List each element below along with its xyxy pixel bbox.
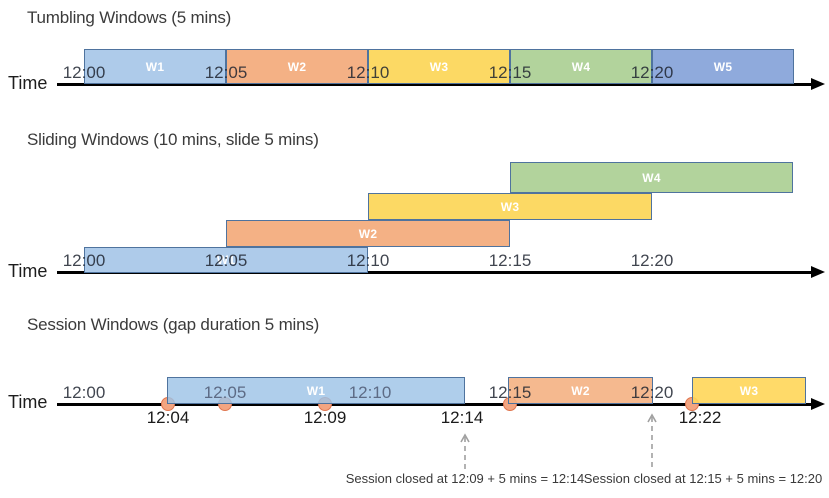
sliding-tick: 12:05 — [204, 251, 248, 270]
tumbling-title: Tumbling Windows (5 mins) — [27, 8, 232, 27]
window-label: W2 — [571, 383, 590, 398]
event-time-label: 12:14 — [440, 408, 484, 427]
session-time-axis-label: Time — [8, 392, 48, 412]
sliding-axis-arrowhead-icon — [811, 266, 825, 278]
session-window-w3: W3 — [692, 377, 806, 404]
tumbling-tick: 12:05 — [204, 63, 248, 82]
sliding-window-w4: W4 — [510, 162, 793, 193]
window-label: W1 — [145, 59, 165, 74]
window-label: W1 — [306, 383, 326, 398]
tumbling-window-w2: W2 — [226, 49, 368, 84]
session-time-axis — [57, 403, 813, 406]
event-time-label: 12:09 — [303, 408, 347, 427]
window-label: W2 — [287, 59, 307, 74]
session-window-w2: W2 — [508, 377, 653, 404]
sliding-tick: 12:15 — [488, 251, 532, 270]
session-tick: 12:05 — [203, 383, 247, 402]
tumbling-time-axis — [57, 83, 813, 86]
sliding-tick: 12:20 — [630, 251, 674, 270]
tumbling-window-w4: W4 — [510, 49, 652, 84]
tumbling-tick: 12:15 — [488, 63, 532, 82]
window-label: W1 — [216, 253, 236, 267]
tumbling-time-axis-label: Time — [8, 73, 48, 93]
sliding-time-axis — [57, 271, 813, 274]
window-label: W4 — [642, 170, 661, 185]
event-time-label: 12:22 — [678, 408, 722, 427]
session-window-w1: W1 — [167, 377, 465, 404]
event-time-label: 12:04 — [146, 408, 190, 427]
window-label: W3 — [500, 199, 520, 214]
tumbling-axis-arrowhead-icon — [811, 78, 825, 90]
window-label: W3 — [429, 59, 449, 74]
session-axis-arrowhead-icon — [811, 398, 825, 410]
window-label: W3 — [739, 383, 759, 398]
sliding-window-w2: W2 — [226, 220, 510, 247]
session-tick: 12:00 — [62, 383, 106, 402]
annotation-arrow-icon — [647, 413, 657, 469]
sliding-title: Sliding Windows (10 mins, slide 5 mins) — [27, 130, 319, 149]
window-label: W4 — [571, 59, 591, 74]
sliding-tick: 12:10 — [346, 251, 390, 270]
tumbling-window-w1: W1 — [84, 49, 226, 84]
tumbling-tick: 12:20 — [630, 63, 674, 82]
sliding-window-w3: W3 — [368, 193, 652, 220]
tumbling-tick: 12:10 — [346, 63, 390, 82]
session-tick: 12:10 — [348, 383, 392, 402]
window-label: W2 — [358, 226, 378, 241]
annotation-arrow-icon — [460, 433, 470, 469]
session-annotation: Session closed at 12:15 + 5 mins = 12:20 — [583, 471, 823, 486]
session-title: Session Windows (gap duration 5 mins) — [27, 315, 320, 334]
sliding-time-axis-label: Time — [8, 261, 48, 281]
tumbling-tick: 12:00 — [62, 63, 106, 82]
session-tick: 12:20 — [630, 383, 674, 402]
window-label: W5 — [713, 59, 733, 74]
session-annotation: Session closed at 12:09 + 5 mins = 12:14 — [345, 471, 585, 486]
sliding-tick: 12:00 — [62, 251, 106, 270]
sliding-window-w1: W1 — [84, 247, 368, 273]
session-tick: 12:15 — [488, 383, 532, 402]
tumbling-window-w3: W3 — [368, 49, 510, 84]
tumbling-window-w5: W5 — [652, 49, 794, 84]
